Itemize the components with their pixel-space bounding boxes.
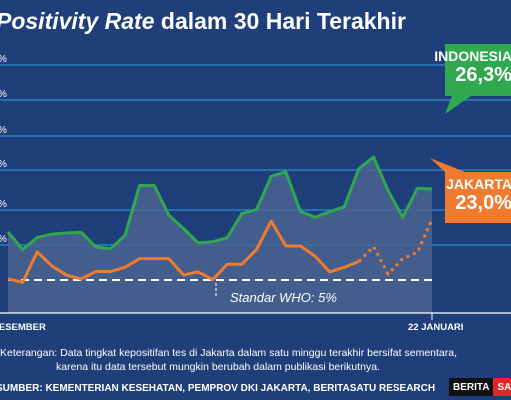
y-tick-label: %: [0, 234, 7, 245]
jakarta-value: 23,0%: [455, 192, 511, 214]
title-rest: dalam 30 Hari Terakhir: [160, 8, 406, 34]
callout-layer: [430, 44, 511, 223]
x-tick-label: 22 JANUARI: [408, 322, 463, 333]
logo-part-2: SATU: [497, 381, 511, 393]
jakarta-callout-box: [430, 158, 511, 223]
publisher-logo: BERITA SATU: [449, 378, 511, 396]
footnote-label: Keterangan:: [0, 347, 58, 359]
title-italic: Positivity Rate: [0, 8, 155, 34]
area-layer: [0, 157, 511, 314]
y-tick-label: %: [0, 159, 7, 170]
series-layer: [6, 155, 434, 284]
source-line: SUMBER: KEMENTERIAN KESEHATAN, PEMPROV D…: [0, 383, 436, 394]
reference-layer: Standar WHO: 5%: [8, 279, 436, 305]
chart-title: Positivity Rate dalam 30 Hari Terakhir: [0, 8, 406, 35]
indonesia-value: 26,3%: [455, 64, 511, 86]
indonesia-callout: INDONESIA 26,3%: [432, 48, 511, 87]
x-tick-label: DESEMBER: [0, 322, 46, 333]
indonesia-callout-box: [445, 44, 511, 114]
y-tick-label: %: [0, 199, 7, 210]
indonesia-line: [6, 155, 433, 251]
who-reference-label: Standar WHO: 5%: [230, 290, 337, 305]
indonesia-name: INDONESIA: [434, 48, 511, 64]
axis-layer: DESEMBER 22 JANUARI: [0, 313, 463, 333]
footnote-line-2: karena itu data tersebut mungkin berubah…: [56, 361, 380, 373]
jakarta-name: JAKARTA: [446, 176, 511, 192]
footnote: Keterangan: Data tingkat kepositifan tes…: [0, 346, 457, 374]
y-tick-label: %: [0, 54, 7, 65]
y-tick-label: %: [0, 125, 7, 136]
jakarta-callout: JAKARTA 23,0%: [432, 176, 511, 215]
footnote-line-1: Data tingkat kepositifan tes di Jakarta …: [60, 347, 458, 359]
indonesia-area: [8, 157, 432, 313]
logo-part-1: BERITA: [449, 378, 494, 396]
y-tick-label: %: [0, 89, 7, 100]
